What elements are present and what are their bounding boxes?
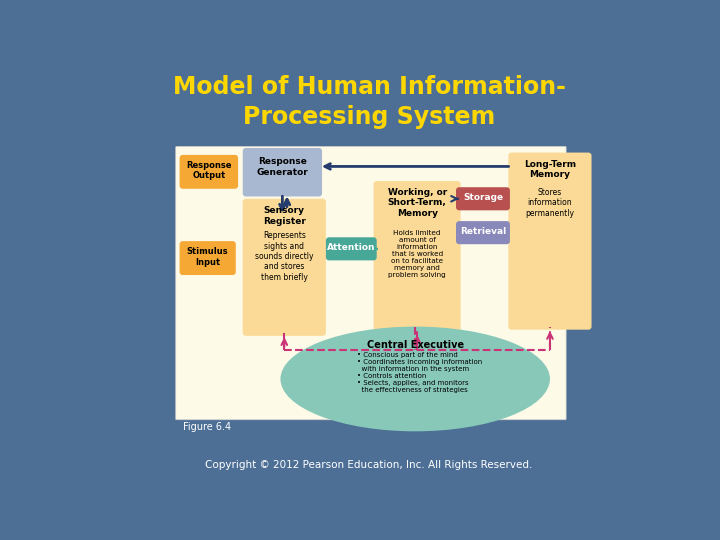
Text: Central Executive: Central Executive <box>366 340 464 350</box>
FancyBboxPatch shape <box>508 153 592 330</box>
Text: Copyright © 2012 Pearson Education, Inc. All Rights Reserved.: Copyright © 2012 Pearson Education, Inc.… <box>205 460 533 470</box>
Text: Response
Generator: Response Generator <box>256 157 308 177</box>
FancyBboxPatch shape <box>243 199 326 336</box>
FancyBboxPatch shape <box>456 221 510 244</box>
FancyBboxPatch shape <box>326 237 377 260</box>
Text: Stimulus
Input: Stimulus Input <box>187 247 228 267</box>
Text: Holds limited
amount of
information
that is worked
on to facilitate
memory and
p: Holds limited amount of information that… <box>388 231 446 278</box>
Text: • Conscious part of the mind
• Coordinates incoming information
  with informati: • Conscious part of the mind • Coordinat… <box>357 352 482 393</box>
Text: Storage: Storage <box>463 193 503 201</box>
Text: Stores
information
permanently: Stores information permanently <box>526 188 575 218</box>
FancyBboxPatch shape <box>456 187 510 211</box>
Text: Working, or
Short-Term,
Memory: Working, or Short-Term, Memory <box>387 188 446 218</box>
Ellipse shape <box>281 327 550 431</box>
Text: Sensory
Register: Sensory Register <box>263 206 306 226</box>
Text: Response
Output: Response Output <box>186 161 232 180</box>
FancyBboxPatch shape <box>374 181 461 334</box>
FancyBboxPatch shape <box>243 148 322 197</box>
Text: Model of Human Information-
Processing System: Model of Human Information- Processing S… <box>173 75 565 129</box>
Text: Represents
sights and
sounds directly
and stores
them briefly: Represents sights and sounds directly an… <box>255 231 313 282</box>
Text: Long-Term
Memory: Long-Term Memory <box>524 159 576 179</box>
Text: Retrieval: Retrieval <box>460 226 506 235</box>
FancyBboxPatch shape <box>176 146 566 420</box>
FancyBboxPatch shape <box>179 241 235 275</box>
Text: Figure 6.4: Figure 6.4 <box>183 422 231 431</box>
FancyBboxPatch shape <box>179 155 238 189</box>
Text: Attention: Attention <box>327 242 376 252</box>
